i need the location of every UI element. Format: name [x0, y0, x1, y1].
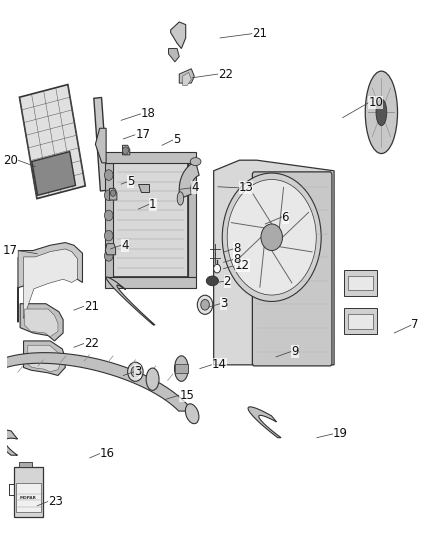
Polygon shape: [95, 128, 106, 163]
Bar: [32, 151, 75, 195]
Text: 4: 4: [121, 239, 129, 252]
Circle shape: [104, 210, 113, 221]
Circle shape: [214, 264, 221, 273]
Bar: [14, 467, 43, 518]
Text: 13: 13: [239, 181, 254, 195]
Circle shape: [104, 169, 113, 180]
Bar: [105, 152, 196, 163]
Circle shape: [131, 367, 140, 377]
Text: 23: 23: [48, 495, 63, 508]
Polygon shape: [105, 244, 116, 255]
Text: 17: 17: [3, 244, 18, 257]
Text: MOPAR: MOPAR: [20, 496, 37, 500]
Text: 14: 14: [212, 358, 226, 372]
Ellipse shape: [206, 276, 219, 286]
Polygon shape: [169, 49, 179, 62]
Circle shape: [261, 224, 283, 251]
Text: 18: 18: [141, 108, 155, 120]
Circle shape: [123, 147, 128, 155]
Polygon shape: [179, 161, 199, 198]
Text: 5: 5: [127, 175, 134, 189]
Polygon shape: [171, 22, 186, 49]
Ellipse shape: [190, 158, 201, 166]
Bar: [105, 163, 113, 277]
Text: 19: 19: [333, 427, 348, 440]
Polygon shape: [28, 345, 61, 372]
Ellipse shape: [222, 173, 321, 302]
Polygon shape: [179, 69, 194, 83]
Text: 3: 3: [134, 365, 141, 378]
Ellipse shape: [365, 71, 398, 154]
Circle shape: [127, 362, 143, 381]
Bar: [16, 483, 41, 512]
Bar: [175, 365, 188, 373]
Bar: [94, 98, 108, 191]
Polygon shape: [25, 309, 58, 337]
Bar: [343, 270, 377, 296]
Polygon shape: [248, 407, 281, 438]
Bar: [19, 462, 32, 467]
Text: 22: 22: [84, 337, 99, 350]
Text: 6: 6: [282, 211, 289, 223]
FancyBboxPatch shape: [252, 172, 332, 366]
Bar: [113, 163, 188, 277]
Ellipse shape: [174, 356, 188, 381]
Polygon shape: [24, 249, 78, 319]
Bar: [19, 85, 85, 199]
Text: 8: 8: [233, 253, 240, 266]
Text: 10: 10: [368, 96, 383, 109]
Ellipse shape: [376, 99, 387, 126]
Polygon shape: [18, 243, 82, 322]
Circle shape: [201, 300, 209, 310]
Text: 22: 22: [218, 68, 233, 80]
Text: 8: 8: [233, 243, 240, 255]
Polygon shape: [214, 160, 334, 365]
Text: 7: 7: [411, 319, 419, 332]
Ellipse shape: [227, 180, 316, 295]
Bar: [348, 276, 373, 290]
Bar: [343, 309, 377, 334]
Text: 5: 5: [173, 133, 180, 147]
Text: 16: 16: [100, 447, 115, 460]
Circle shape: [197, 295, 213, 314]
Text: 2: 2: [223, 275, 231, 288]
Circle shape: [110, 190, 116, 196]
Polygon shape: [20, 304, 63, 341]
Polygon shape: [0, 430, 18, 455]
Text: 4: 4: [191, 181, 199, 195]
Text: 21: 21: [252, 27, 267, 40]
Bar: [348, 314, 373, 329]
Text: 21: 21: [84, 300, 99, 313]
Circle shape: [104, 230, 113, 241]
Polygon shape: [123, 146, 130, 155]
Ellipse shape: [185, 404, 199, 424]
Polygon shape: [106, 277, 155, 325]
Text: 20: 20: [3, 154, 18, 167]
Polygon shape: [110, 188, 117, 200]
Text: 3: 3: [220, 297, 227, 310]
Text: 1: 1: [149, 198, 157, 211]
Circle shape: [104, 251, 113, 261]
Text: 12: 12: [235, 259, 250, 272]
Circle shape: [104, 190, 113, 200]
Text: 9: 9: [291, 345, 299, 358]
Bar: [105, 277, 196, 288]
Text: 15: 15: [179, 389, 194, 402]
Ellipse shape: [146, 368, 159, 390]
Polygon shape: [0, 353, 193, 411]
Polygon shape: [138, 184, 149, 192]
Text: 17: 17: [135, 128, 150, 141]
Polygon shape: [183, 72, 191, 86]
Bar: [188, 163, 196, 277]
Ellipse shape: [177, 192, 184, 205]
Polygon shape: [24, 341, 65, 375]
